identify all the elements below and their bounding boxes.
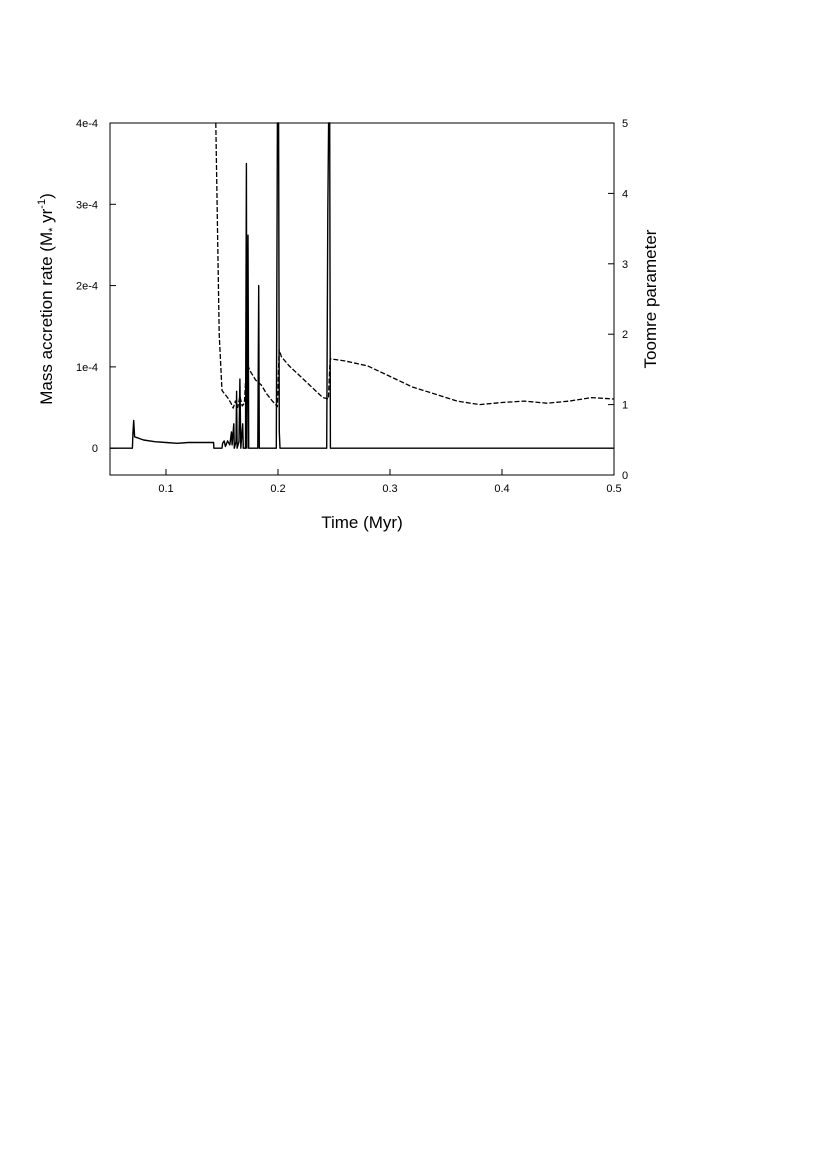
- toomre-parameter-line: [215, 122, 615, 409]
- y-axis-title-end: ): [37, 193, 56, 199]
- y-tick-label: 1e-4: [76, 362, 98, 374]
- x-tick-label: 0.1: [158, 483, 173, 495]
- y-axis-title-main: Mass accretion rate (M: [37, 232, 56, 405]
- y-tick-label: 2e-4: [76, 281, 98, 293]
- x-axis: 0.1 0.2 0.3 0.4 0.5: [158, 469, 622, 495]
- y2-tick-label: 0: [622, 470, 628, 482]
- y-tick-label: 3e-4: [76, 199, 98, 211]
- y2-tick-label: 2: [622, 329, 628, 341]
- x-tick-label: 0.2: [270, 483, 285, 495]
- mass-accretion-rate-line: [110, 122, 614, 449]
- y-axis-right: 0 1 2 3 4 5: [608, 118, 628, 482]
- y-axis-title-mid: yr: [37, 208, 56, 227]
- x-tick-label: 0.3: [382, 483, 397, 495]
- series-layer: [110, 122, 615, 449]
- y-axis-title-sup: -1: [36, 199, 48, 209]
- x-axis-title: Time (Myr): [321, 513, 403, 532]
- y-axis-title: Mass accretion rate (M* yr-1): [36, 193, 59, 405]
- y-tick-label: 0: [92, 443, 98, 455]
- plot-frame: [109, 122, 615, 476]
- y2-tick-label: 3: [622, 259, 628, 271]
- x-tick-label: 0.4: [494, 483, 509, 495]
- y-axis-title-sub: *: [47, 227, 59, 232]
- y2-tick-label: 1: [622, 400, 628, 412]
- y2-tick-label: 5: [622, 118, 628, 130]
- y2-axis-title: Toomre parameter: [641, 229, 660, 368]
- y2-tick-label: 4: [622, 188, 628, 200]
- y-tick-label: 4e-4: [76, 118, 98, 130]
- y-axis-left: 0 1e-4 2e-4 3e-4 4e-4: [76, 118, 116, 455]
- x-tick-label: 0.5: [606, 483, 621, 495]
